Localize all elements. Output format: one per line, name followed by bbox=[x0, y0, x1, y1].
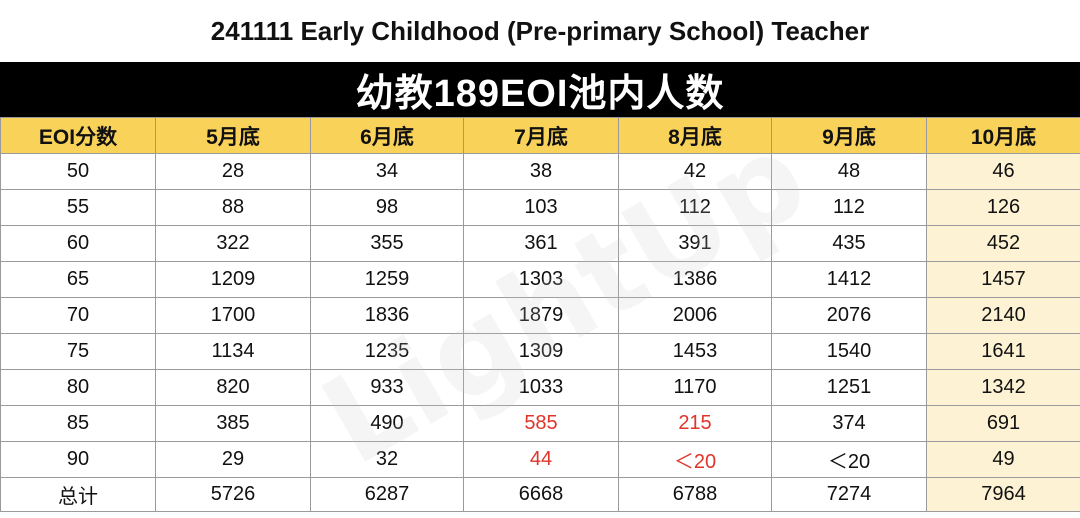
header-may: 5月底 bbox=[155, 117, 311, 154]
cell-score: 50 bbox=[0, 153, 156, 190]
cell: 88 bbox=[155, 189, 311, 226]
cell: 1209 bbox=[155, 261, 311, 298]
cell: 103 bbox=[463, 189, 619, 226]
cell: 1259 bbox=[310, 261, 464, 298]
table-row: 90 29 32 44 ＜20 ＜20 49 bbox=[0, 441, 1080, 478]
cell: 1453 bbox=[618, 333, 772, 370]
cell: 322 bbox=[155, 225, 311, 262]
cell-highlighted: 44 bbox=[463, 441, 619, 478]
header-eoi-score: EOI分数 bbox=[0, 117, 156, 154]
table-row: 75 1134 1235 1309 1453 1540 1641 bbox=[0, 333, 1080, 370]
cell: 112 bbox=[771, 189, 927, 226]
cell: 34 bbox=[310, 153, 464, 190]
cell: 29 bbox=[155, 441, 311, 478]
header-oct: 10月底 bbox=[926, 117, 1080, 154]
cell: 1386 bbox=[618, 261, 772, 298]
cell: 42 bbox=[618, 153, 772, 190]
cell: 1836 bbox=[310, 297, 464, 334]
cell: 1170 bbox=[618, 369, 772, 406]
cell: 452 bbox=[926, 225, 1080, 262]
table-row: 50 28 34 38 42 48 46 bbox=[0, 153, 1080, 190]
cell: 46 bbox=[926, 153, 1080, 190]
cell: 490 bbox=[310, 405, 464, 442]
cell: 1134 bbox=[155, 333, 311, 370]
cell: 385 bbox=[155, 405, 311, 442]
cell: 1033 bbox=[463, 369, 619, 406]
cell: 6788 bbox=[618, 477, 772, 512]
cell: 2140 bbox=[926, 297, 1080, 334]
cell: 933 bbox=[310, 369, 464, 406]
cell: 28 bbox=[155, 153, 311, 190]
cell: 1540 bbox=[771, 333, 927, 370]
cell: 126 bbox=[926, 189, 1080, 226]
table-row: 60 322 355 361 391 435 452 bbox=[0, 225, 1080, 262]
cell: 49 bbox=[926, 441, 1080, 478]
cell-score: 65 bbox=[0, 261, 156, 298]
cell-highlighted: ＜20 bbox=[618, 441, 772, 478]
cell: 374 bbox=[771, 405, 927, 442]
table-row: 70 1700 1836 1879 2006 2076 2140 bbox=[0, 297, 1080, 334]
table-row: 65 1209 1259 1303 1386 1412 1457 bbox=[0, 261, 1080, 298]
cell: 1700 bbox=[155, 297, 311, 334]
header-jul: 7月底 bbox=[463, 117, 619, 154]
cell-score: 80 bbox=[0, 369, 156, 406]
cell: 1303 bbox=[463, 261, 619, 298]
cell: 1251 bbox=[771, 369, 927, 406]
cell: 1412 bbox=[771, 261, 927, 298]
cell: 7964 bbox=[926, 477, 1080, 512]
cell: 6668 bbox=[463, 477, 619, 512]
cell: 48 bbox=[771, 153, 927, 190]
header-aug: 8月底 bbox=[618, 117, 772, 154]
header-row: EOI分数 5月底 6月底 7月底 8月底 9月底 10月底 bbox=[0, 117, 1080, 154]
cell-score: 60 bbox=[0, 225, 156, 262]
cell: 1641 bbox=[926, 333, 1080, 370]
cell: 1342 bbox=[926, 369, 1080, 406]
cell-highlighted: 215 bbox=[618, 405, 772, 442]
cell: 6287 bbox=[310, 477, 464, 512]
cell-total-label: 总计 bbox=[0, 477, 156, 512]
cell: 1235 bbox=[310, 333, 464, 370]
cell: 5726 bbox=[155, 477, 311, 512]
cell: 1309 bbox=[463, 333, 619, 370]
header-jun: 6月底 bbox=[310, 117, 464, 154]
cell: 2076 bbox=[771, 297, 927, 334]
page-title: 241111 Early Childhood (Pre-primary Scho… bbox=[210, 15, 870, 46]
eoi-table: EOI分数 5月底 6月底 7月底 8月底 9月底 10月底 50 28 34 … bbox=[0, 117, 1080, 512]
cell: 820 bbox=[155, 369, 311, 406]
header-sep: 9月底 bbox=[771, 117, 927, 154]
cell: 355 bbox=[310, 225, 464, 262]
cell: 112 bbox=[618, 189, 772, 226]
cell: ＜20 bbox=[771, 441, 927, 478]
cell-score: 70 bbox=[0, 297, 156, 334]
cell-score: 55 bbox=[0, 189, 156, 226]
cell-score: 85 bbox=[0, 405, 156, 442]
cell: 98 bbox=[310, 189, 464, 226]
table-row: 85 385 490 585 215 374 691 bbox=[0, 405, 1080, 442]
table-banner: 幼教189EOI池内人数 bbox=[0, 62, 1080, 117]
cell-score: 75 bbox=[0, 333, 156, 370]
cell: 1457 bbox=[926, 261, 1080, 298]
cell: 1879 bbox=[463, 297, 619, 334]
cell: 2006 bbox=[618, 297, 772, 334]
total-row: 总计 5726 6287 6668 6788 7274 7964 bbox=[0, 477, 1080, 512]
cell: 435 bbox=[771, 225, 927, 262]
cell: 38 bbox=[463, 153, 619, 190]
cell: 391 bbox=[618, 225, 772, 262]
cell: 32 bbox=[310, 441, 464, 478]
cell: 691 bbox=[926, 405, 1080, 442]
cell: 361 bbox=[463, 225, 619, 262]
cell: 7274 bbox=[771, 477, 927, 512]
table-row: 55 88 98 103 112 112 126 bbox=[0, 189, 1080, 226]
cell-highlighted: 585 bbox=[463, 405, 619, 442]
cell-score: 90 bbox=[0, 441, 156, 478]
table-row: 80 820 933 1033 1170 1251 1342 bbox=[0, 369, 1080, 406]
